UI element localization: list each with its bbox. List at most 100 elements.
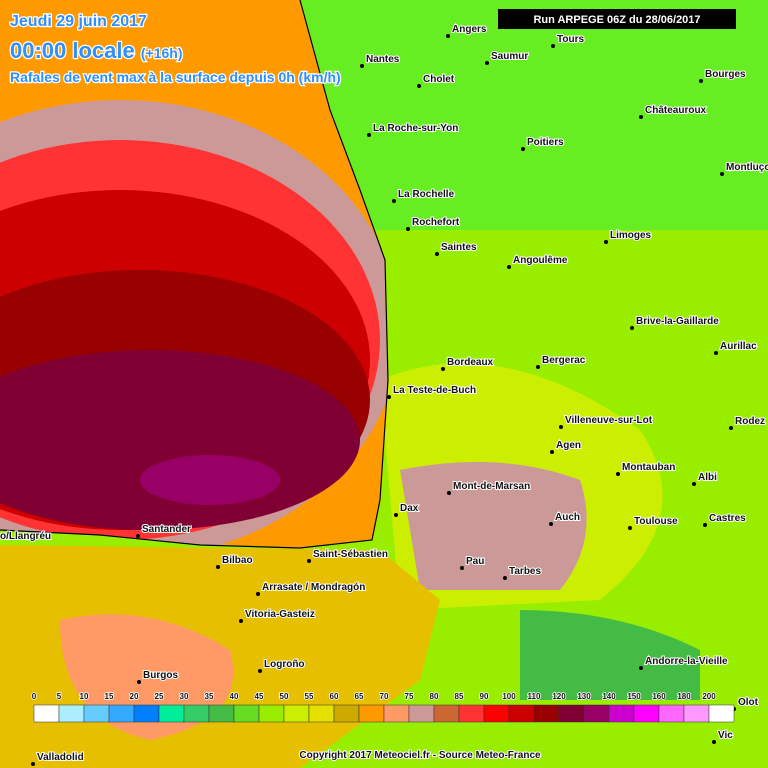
city-dot <box>367 133 371 137</box>
city-dot <box>507 265 511 269</box>
legend-label: 110 <box>528 692 541 701</box>
city-dot <box>551 44 555 48</box>
city-label: Burgos <box>143 670 178 681</box>
legend-label: 10 <box>80 692 89 701</box>
city-dot <box>503 576 507 580</box>
legend-label: 45 <box>255 692 264 701</box>
legend-label: 5 <box>57 692 62 701</box>
gust-zone <box>400 462 587 590</box>
forecast-time: 00:00 locale (+16h) <box>10 38 183 63</box>
legend-swatch <box>133 704 160 723</box>
city-dot <box>559 425 563 429</box>
city-dot <box>417 84 421 88</box>
city-label: Bergerac <box>542 355 586 366</box>
city-label: Auch <box>555 512 580 523</box>
legend-label: 30 <box>180 692 189 701</box>
legend-swatch <box>483 704 510 723</box>
city-dot <box>460 566 464 570</box>
city-label: Cholet <box>423 74 455 85</box>
city-dot <box>256 592 260 596</box>
legend-swatch <box>458 704 485 723</box>
city-dot <box>639 666 643 670</box>
legend-swatch <box>358 704 385 723</box>
city-label: Vic <box>718 730 733 741</box>
copyright: Copyright 2017 Meteociel.fr - Source Met… <box>299 750 541 761</box>
city-dot <box>604 240 608 244</box>
ocean-gusts <box>0 0 388 548</box>
lead: (+16h) <box>141 45 183 61</box>
legend-swatch <box>108 704 135 723</box>
date: Jeudi 29 juin 2017 <box>10 13 147 30</box>
city-label: Limoges <box>610 230 652 241</box>
legend-label: 65 <box>355 692 364 701</box>
city-dot <box>639 115 643 119</box>
city-label: Bourges <box>705 69 746 80</box>
legend-label: 20 <box>130 692 139 701</box>
city-label: Albi <box>698 472 717 483</box>
city-dot <box>216 565 220 569</box>
city-label: Logroño <box>264 659 305 670</box>
legend-label: 140 <box>602 692 616 701</box>
city-dot <box>549 522 553 526</box>
legend-label: 15 <box>105 692 114 701</box>
city-label: Santander <box>142 524 191 535</box>
legend-swatch <box>183 704 210 723</box>
city-dot <box>447 491 451 495</box>
city-label: Andorre-la-Vieille <box>645 656 728 667</box>
city-dot <box>536 365 540 369</box>
city-label: Aurillac <box>720 341 757 352</box>
city-dot <box>239 619 243 623</box>
legend-swatch <box>558 704 585 723</box>
city-label: Agen <box>556 440 581 451</box>
legend-label: 50 <box>280 692 289 701</box>
legend-swatch <box>283 704 310 723</box>
city-dot <box>712 740 716 744</box>
city-label: Tarbes <box>509 566 541 577</box>
subtitle: Rafales de vent max à la surface depuis … <box>10 69 341 85</box>
city-label: Rochefort <box>412 217 460 228</box>
legend-swatch <box>583 704 610 723</box>
city-label: Villeneuve-sur-Lot <box>565 415 653 426</box>
run: Run ARPEGE 06Z du 28/06/2017 <box>533 14 700 26</box>
city-label: Saumur <box>491 51 528 62</box>
city-dot <box>387 395 391 399</box>
legend-swatch <box>33 704 60 723</box>
city-dot <box>703 523 707 527</box>
legend-swatch <box>433 704 460 723</box>
city-label: La Roche-sur-Yon <box>373 123 458 134</box>
run-box <box>498 9 736 29</box>
legend-swatch <box>308 704 335 723</box>
city-dot <box>31 762 35 766</box>
legend-label: 200 <box>702 692 716 701</box>
city-label: Toulouse <box>634 516 678 527</box>
city-label: Angoulême <box>513 255 568 266</box>
city-label: Pau <box>466 556 484 567</box>
city-label: Rodez <box>735 416 765 427</box>
city-label: Saint-Sébastien <box>313 549 388 560</box>
city-label: Poitiers <box>527 137 564 148</box>
legend-swatch <box>633 704 660 723</box>
city-dot <box>628 526 632 530</box>
legend-swatch <box>708 704 735 723</box>
legend-label: 75 <box>405 692 414 701</box>
city-label: Brive-la-Gaillarde <box>636 316 719 327</box>
city-label: Nantes <box>366 54 400 65</box>
city-dot <box>521 147 525 151</box>
city-label: Bordeaux <box>447 357 494 368</box>
legend-swatch <box>233 704 260 723</box>
city-dot <box>360 64 364 68</box>
legend-swatch <box>658 704 685 723</box>
city-dot <box>485 61 489 65</box>
legend-swatch <box>383 704 410 723</box>
city-dot <box>699 79 703 83</box>
legend-label: 120 <box>552 692 566 701</box>
city-dot <box>435 252 439 256</box>
city-dot <box>616 472 620 476</box>
legend-swatch <box>208 704 235 723</box>
city-dot <box>137 680 141 684</box>
coastline <box>0 0 389 549</box>
city-dot <box>258 669 262 673</box>
legend-label: 70 <box>380 692 389 701</box>
